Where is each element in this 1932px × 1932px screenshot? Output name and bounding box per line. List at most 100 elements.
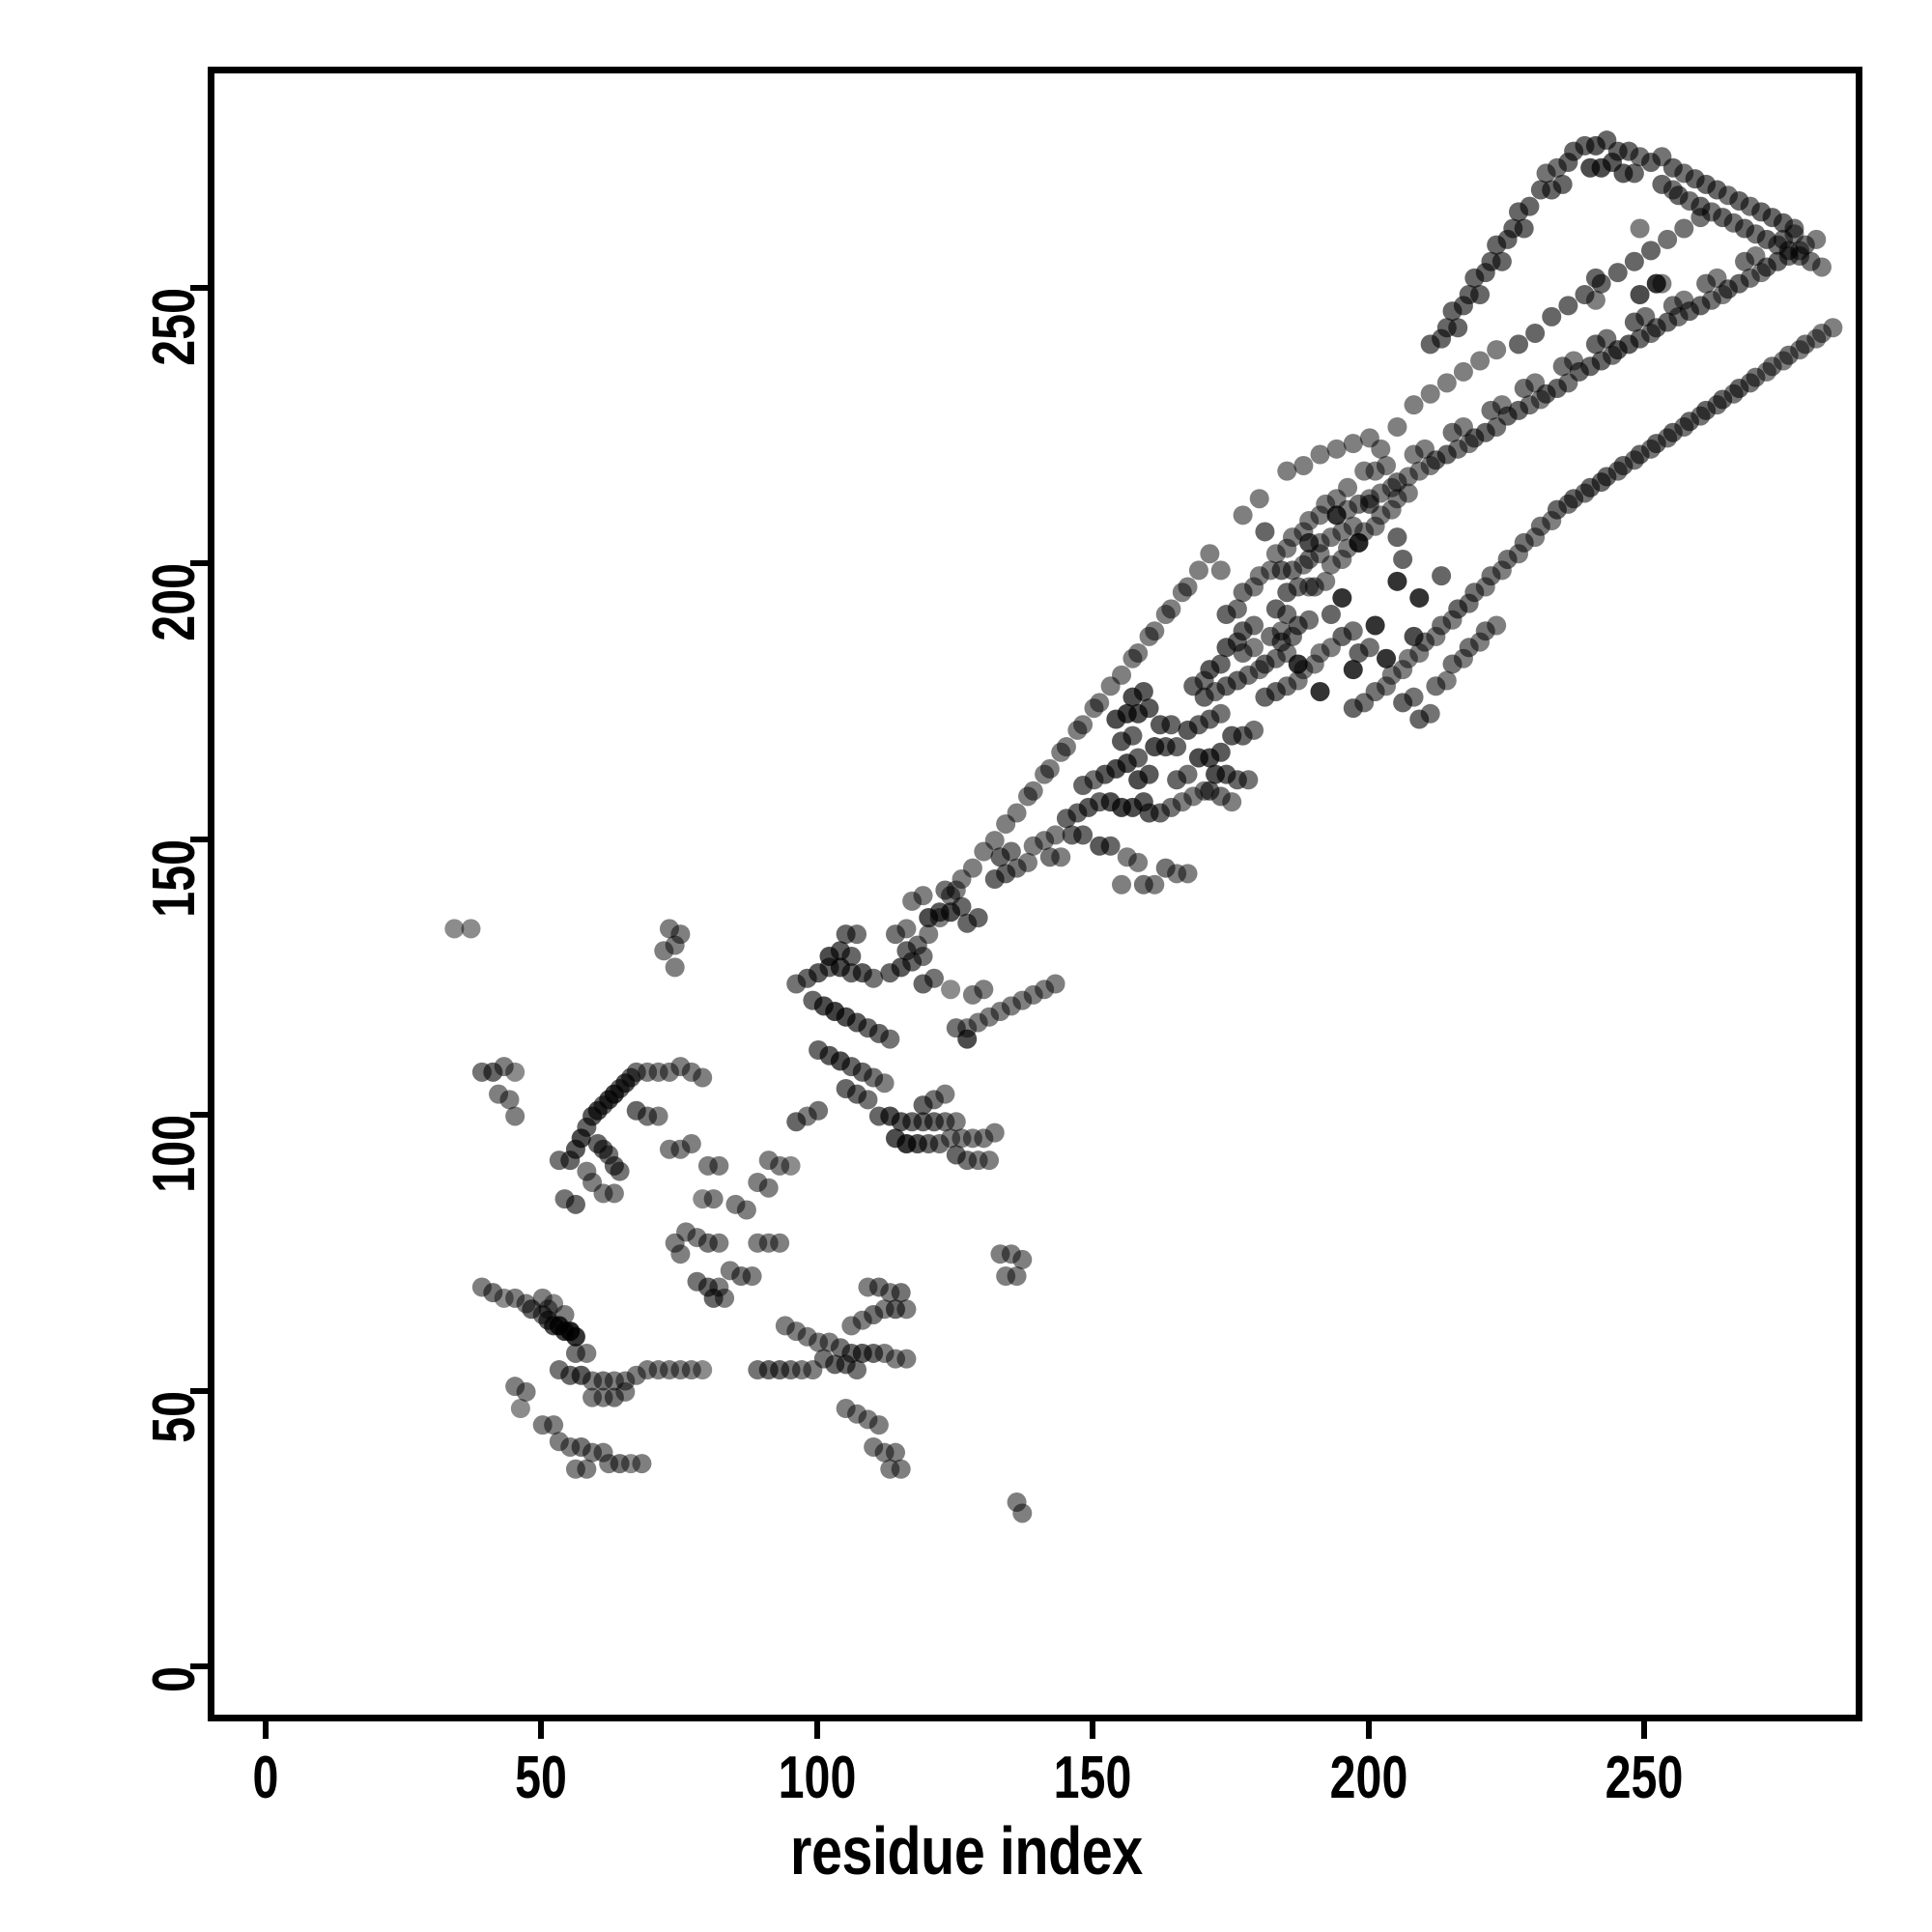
scatter-point xyxy=(709,1233,729,1253)
scatter-point xyxy=(554,1304,575,1324)
scatter-point xyxy=(505,1106,526,1126)
scatter-point xyxy=(891,1283,911,1303)
scatter-point xyxy=(516,1381,536,1402)
scatter-point xyxy=(1354,461,1375,481)
scatter-point xyxy=(1012,1503,1033,1523)
x-tick-label: 50 xyxy=(515,1745,568,1811)
scatter-point xyxy=(1051,847,1071,867)
scatter-point xyxy=(1674,218,1694,239)
scatter-point xyxy=(1188,560,1208,581)
y-tick-label: 50 xyxy=(141,1390,208,1443)
scatter-point xyxy=(984,1122,1005,1143)
x-tick-label: 200 xyxy=(1329,1745,1407,1811)
scatter-point xyxy=(1432,566,1452,586)
scatter-point xyxy=(670,1244,691,1264)
scatter-point xyxy=(1432,328,1452,349)
scatter-point xyxy=(461,919,481,939)
scatter-point xyxy=(1007,1266,1027,1287)
scatter-point xyxy=(980,1151,1000,1171)
scatter-point xyxy=(1492,251,1512,271)
scatter-point xyxy=(1607,263,1628,283)
scatter-point xyxy=(1200,544,1220,564)
scatter-point xyxy=(941,886,961,906)
scatter-point xyxy=(1420,703,1440,724)
scatter-point xyxy=(1525,323,1546,343)
scatter-point xyxy=(874,1073,895,1094)
scatter-point xyxy=(444,919,465,939)
scatter-point xyxy=(1448,318,1468,338)
scatter-point xyxy=(1139,626,1159,646)
scatter-point xyxy=(681,1360,701,1380)
scatter-point xyxy=(1194,670,1214,691)
scatter-point xyxy=(1321,605,1341,625)
y-tick-label: 150 xyxy=(141,838,208,918)
scatter-point xyxy=(919,924,939,945)
scatter-point xyxy=(1210,654,1231,674)
scatter-point xyxy=(1282,626,1302,646)
scatter-point xyxy=(929,908,950,927)
scatter-point xyxy=(670,924,691,945)
scatter-point xyxy=(1784,218,1804,239)
scatter-point xyxy=(565,1194,585,1214)
scatter-point xyxy=(1398,483,1418,503)
scatter-point xyxy=(896,1349,917,1369)
scatter-point xyxy=(1453,361,1473,382)
scatter-point xyxy=(1652,273,1672,294)
scatter-point xyxy=(1453,296,1473,316)
scatter-point xyxy=(1310,444,1330,465)
scatter-point xyxy=(1128,852,1149,872)
x-axis-title: residue index xyxy=(0,1812,1932,1889)
scatter-point xyxy=(1155,605,1176,625)
scatter-point xyxy=(1073,825,1094,845)
scatter-point xyxy=(841,946,862,966)
scatter-point xyxy=(1409,587,1430,608)
scatter-point xyxy=(847,1360,867,1380)
scatter-point xyxy=(483,1283,503,1303)
scatter-point xyxy=(510,1399,530,1419)
scatter-point xyxy=(957,1029,978,1049)
scatter-point xyxy=(681,1134,701,1154)
scatter-point xyxy=(1255,522,1275,542)
scatter-point xyxy=(1122,648,1143,668)
scatter-point xyxy=(1487,615,1507,636)
scatter-point xyxy=(1470,285,1491,304)
scatter-point xyxy=(532,1288,553,1308)
x-tick-mark xyxy=(813,1718,820,1739)
scatter-point xyxy=(803,1360,823,1380)
x-tick-label: 150 xyxy=(1053,1745,1132,1811)
scatter-point xyxy=(1575,285,1595,304)
scatter-point xyxy=(1122,725,1143,746)
scatter-point xyxy=(1343,434,1363,454)
scatter-point xyxy=(1100,676,1121,696)
scatter-point xyxy=(781,1360,801,1380)
scatter-point xyxy=(1475,263,1495,283)
y-tick-mark xyxy=(190,836,212,842)
scatter-point xyxy=(1343,660,1363,680)
scatter-point xyxy=(1244,615,1264,636)
scatter-point xyxy=(880,1029,900,1049)
scatter-point xyxy=(505,1062,526,1082)
scatter-point xyxy=(913,886,933,906)
scatter-point xyxy=(1145,874,1165,895)
scatter-point xyxy=(781,1155,801,1176)
x-tick-mark xyxy=(263,1718,269,1739)
scatter-points-layer xyxy=(214,73,1856,1715)
scatter-point xyxy=(1377,455,1397,475)
scatter-point xyxy=(610,1454,630,1474)
scatter-point xyxy=(1509,334,1529,355)
scatter-point xyxy=(1233,505,1253,526)
scatter-point xyxy=(499,1090,520,1110)
scatter-point xyxy=(1316,571,1336,591)
scatter-point xyxy=(665,957,685,978)
scatter-point xyxy=(1641,241,1661,261)
scatter-point xyxy=(610,1161,630,1181)
scatter-point xyxy=(1359,494,1379,514)
scatter-point xyxy=(1288,654,1308,674)
scatter-point xyxy=(1387,527,1407,548)
scatter-point xyxy=(577,1459,597,1479)
scatter-point xyxy=(1630,285,1650,304)
scatter-point xyxy=(1806,229,1827,249)
x-axis-title-text: residue index xyxy=(789,1813,1143,1889)
scatter-point xyxy=(1420,384,1440,404)
y-tick-mark xyxy=(190,560,212,567)
